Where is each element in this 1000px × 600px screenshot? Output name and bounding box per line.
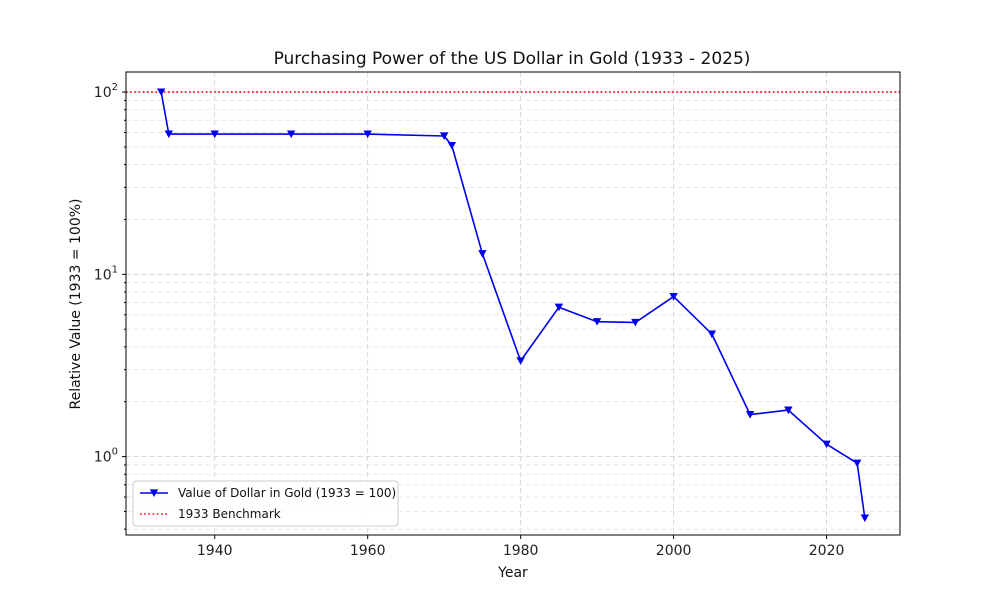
x-tick-label: 1940 (197, 543, 233, 559)
data-point-marker (852, 459, 862, 468)
data-point-marker (164, 130, 174, 139)
data-point-marker (210, 130, 219, 139)
data-point-marker (669, 293, 678, 301)
series-line (160, 91, 866, 519)
data-point-marker (860, 514, 870, 523)
data-point-marker (822, 440, 831, 449)
data-point-marker (447, 141, 457, 150)
y-axis-label: Relative Value (1933 = 100%) (68, 198, 84, 409)
legend-benchmark-label: 1933 Benchmark (178, 507, 281, 521)
data-point-marker (287, 130, 296, 139)
plot-frame (125, 71, 901, 536)
x-axis-label: Year (497, 565, 528, 581)
series-group (156, 88, 870, 523)
data-point-marker (516, 357, 525, 365)
data-point-marker (363, 130, 372, 139)
x-tick-label: 1980 (503, 543, 539, 559)
x-tick-label: 2000 (656, 543, 692, 559)
data-point-marker (439, 132, 449, 140)
legend-box (132, 480, 399, 527)
data-point-marker (745, 411, 755, 419)
data-point-marker (592, 318, 602, 326)
legend-series-marker-icon (149, 489, 159, 497)
y-tick-label: 101 (94, 264, 118, 283)
x-tick-label: 1960 (350, 543, 386, 559)
chart-title: Purchasing Power of the US Dollar in Gol… (274, 49, 751, 69)
y-axis-ticks: 100 101 102 (94, 82, 126, 530)
grid (126, 72, 900, 535)
data-point-marker (478, 250, 487, 258)
data-point-marker (784, 406, 793, 415)
data-point-marker (156, 88, 166, 97)
data-point-marker (707, 330, 717, 339)
data-point-marker (631, 318, 640, 327)
data-point-marker (554, 303, 564, 312)
y-tick-label: 100 (94, 447, 118, 466)
legend: Value of Dollar in Gold (1933 = 100) 193… (132, 480, 399, 527)
x-axis-ticks: 1940 1960 1980 2000 2020 (197, 535, 844, 559)
legend-series-label: Value of Dollar in Gold (1933 = 100) (178, 486, 396, 500)
y-tick-label: 102 (94, 82, 118, 101)
x-tick-label: 2020 (809, 543, 845, 559)
